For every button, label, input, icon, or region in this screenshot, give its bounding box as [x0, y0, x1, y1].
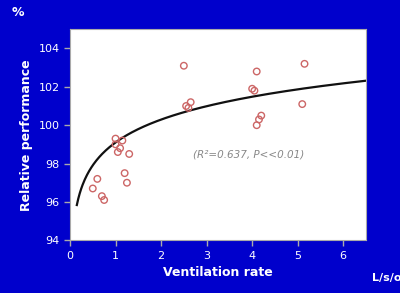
- Point: [126, 151, 132, 156]
- Point: [254, 123, 260, 127]
- Point: [99, 194, 105, 198]
- Text: L/s/olf: L/s/olf: [372, 273, 400, 283]
- Point: [115, 150, 121, 154]
- Point: [181, 63, 187, 68]
- Y-axis label: Relative performance: Relative performance: [20, 59, 33, 211]
- Point: [249, 86, 255, 91]
- Point: [258, 113, 264, 118]
- Point: [256, 117, 262, 122]
- Point: [124, 180, 130, 185]
- Point: [94, 177, 100, 181]
- Point: [119, 138, 126, 143]
- Point: [122, 171, 128, 176]
- Point: [112, 142, 119, 147]
- Text: %: %: [12, 6, 24, 19]
- Point: [299, 102, 306, 106]
- Point: [301, 62, 308, 66]
- Point: [112, 136, 119, 141]
- Point: [117, 146, 123, 151]
- Point: [188, 100, 194, 105]
- Point: [90, 186, 96, 191]
- X-axis label: Ventilation rate: Ventilation rate: [163, 266, 273, 279]
- Text: (R²=0.637, P<<0.01): (R²=0.637, P<<0.01): [193, 150, 304, 160]
- Point: [185, 105, 192, 110]
- Point: [183, 104, 189, 108]
- Point: [101, 198, 107, 202]
- Point: [251, 88, 258, 93]
- Point: [254, 69, 260, 74]
